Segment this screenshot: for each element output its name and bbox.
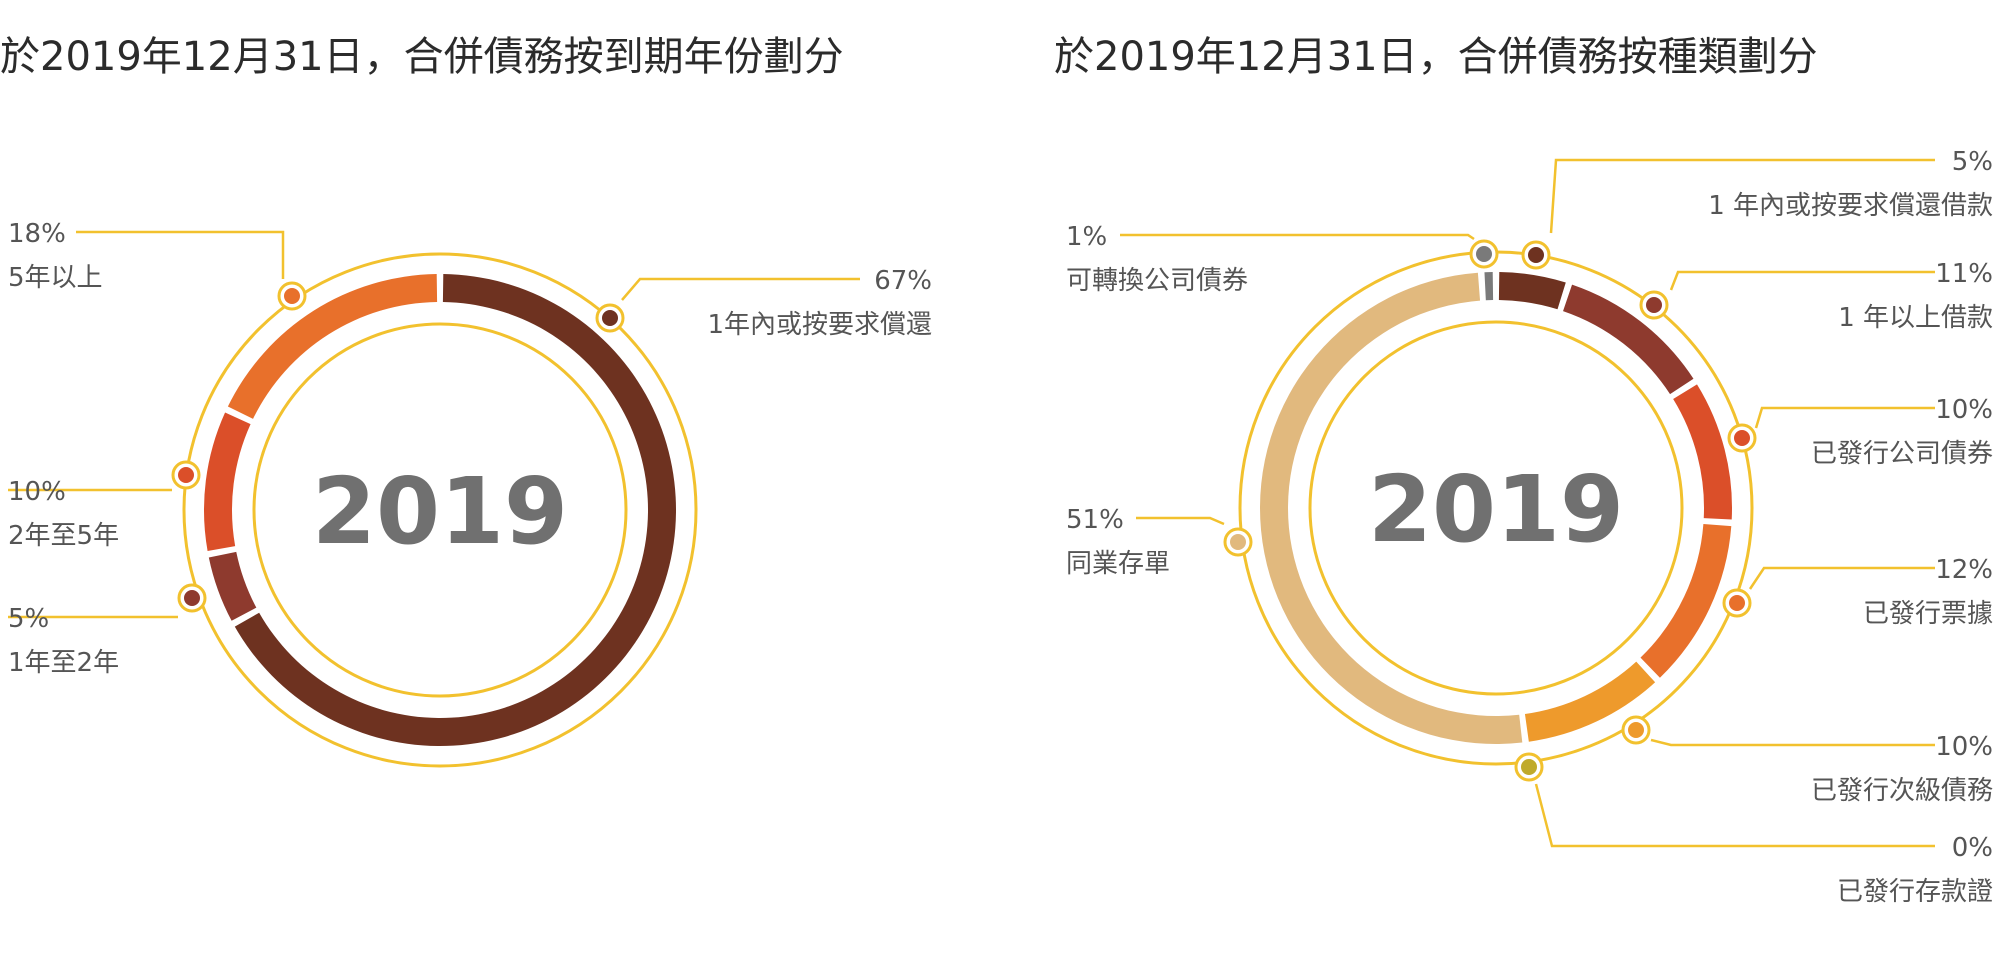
slice-1-leader-line <box>621 277 860 301</box>
slice-4-leader-line <box>1748 566 1935 590</box>
slice-7-category-label: 同業存單 <box>1066 549 1170 579</box>
slice-1-marker-dot <box>1528 247 1544 263</box>
slice-2-marker-dot <box>184 590 200 606</box>
slice-7-leader-line <box>1136 516 1225 526</box>
slice-4-marker-dot <box>284 288 300 304</box>
slice-1-marker-dot <box>602 310 618 326</box>
slice-3-leader-line <box>1754 406 1935 429</box>
slice-3-category-label: 2年至5年 <box>8 521 119 551</box>
slice-4-marker-dot <box>1729 595 1745 611</box>
slice-8-leader-line <box>1120 233 1475 241</box>
slice-3-marker-dot <box>178 467 194 483</box>
slice-2-category-label: 1 年以上借款 <box>1838 303 1993 333</box>
slice-4-arc <box>1640 523 1732 678</box>
chart-title-type: 於2019年12月31日，合併債務按種類劃分 <box>1054 34 1818 80</box>
slice-5-value-label: 10% <box>1935 732 1993 762</box>
slice-1-category-label: 1 年內或按要求償還借款 <box>1708 191 1993 221</box>
inner-ring <box>1308 320 1684 696</box>
donut-chart-maturity: 67% 1年內或按要求償還 5% 1年至2年 10% 2年至5年 18% 5年以上 2019 <box>8 219 932 768</box>
slice-1-value-label: 5% <box>1952 147 1993 177</box>
slice-3-marker-dot <box>1734 430 1750 446</box>
slice-8-value-label: 1% <box>1066 222 1107 252</box>
slice-4-value-label: 18% <box>8 219 66 249</box>
slice-2-arc <box>208 551 257 621</box>
donut-chart-type: 5% 1 年內或按要求償還借款 11% 1 年以上借款 10% 已發行公司債券 12% 已發行… <box>1066 147 1993 907</box>
slice-6-value-label: 0% <box>1952 833 1993 863</box>
slice-2-arc <box>1563 284 1694 395</box>
outer-ring <box>182 252 698 768</box>
slice-3-arc <box>204 412 251 551</box>
slice-2-value-label: 5% <box>8 604 49 634</box>
slice-8-arc <box>1484 272 1494 301</box>
slice-3-value-label: 10% <box>8 477 66 507</box>
slice-4-leader-line <box>76 230 285 279</box>
center-year-label: 2019 <box>1368 456 1624 563</box>
slice-2-leader-line <box>1669 270 1935 291</box>
slice-6-marker-dot <box>1521 759 1537 775</box>
slice-3-value-label: 10% <box>1935 395 1993 425</box>
slice-6-leader-line <box>1534 783 1935 848</box>
center-year-label: 2019 <box>312 458 568 565</box>
slice-2-marker-dot <box>1646 297 1662 313</box>
slice-4-category-label: 已發行票據 <box>1863 599 1993 629</box>
slice-6-category-label: 已發行存款證 <box>1837 877 1993 907</box>
slice-2-category-label: 1年至2年 <box>8 648 119 678</box>
slice-2-value-label: 11% <box>1935 259 1993 289</box>
slice-5-category-label: 已發行次級債務 <box>1811 776 1993 806</box>
slice-8-category-label: 可轉換公司債券 <box>1066 266 1248 296</box>
slice-8-marker-dot <box>1476 246 1492 262</box>
slice-4-value-label: 12% <box>1935 555 1993 585</box>
slice-4-category-label: 5年以上 <box>8 263 103 293</box>
slice-7-value-label: 51% <box>1066 505 1124 535</box>
slice-1-leader-line <box>1549 158 1935 234</box>
slice-1-arc <box>1498 272 1566 310</box>
inner-ring <box>252 322 628 698</box>
slice-1-value-label: 67% <box>874 266 932 296</box>
slice-4-arc <box>227 274 438 419</box>
slice-5-arc <box>1524 661 1656 742</box>
slice-5-marker-dot <box>1628 722 1644 738</box>
slice-3-arc <box>1673 384 1732 520</box>
slice-5-leader-line <box>1650 738 1935 747</box>
slice-7-marker-dot <box>1230 534 1246 550</box>
chart-title-maturity: 於2019年12月31日，合併債務按到期年份劃分 <box>0 34 844 80</box>
slice-1-category-label: 1年內或按要求償還 <box>707 310 932 340</box>
slice-3-category-label: 已發行公司債券 <box>1811 439 1993 469</box>
